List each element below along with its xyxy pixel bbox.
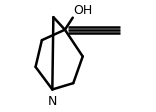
Text: N: N: [48, 95, 57, 108]
Text: OH: OH: [73, 4, 93, 17]
